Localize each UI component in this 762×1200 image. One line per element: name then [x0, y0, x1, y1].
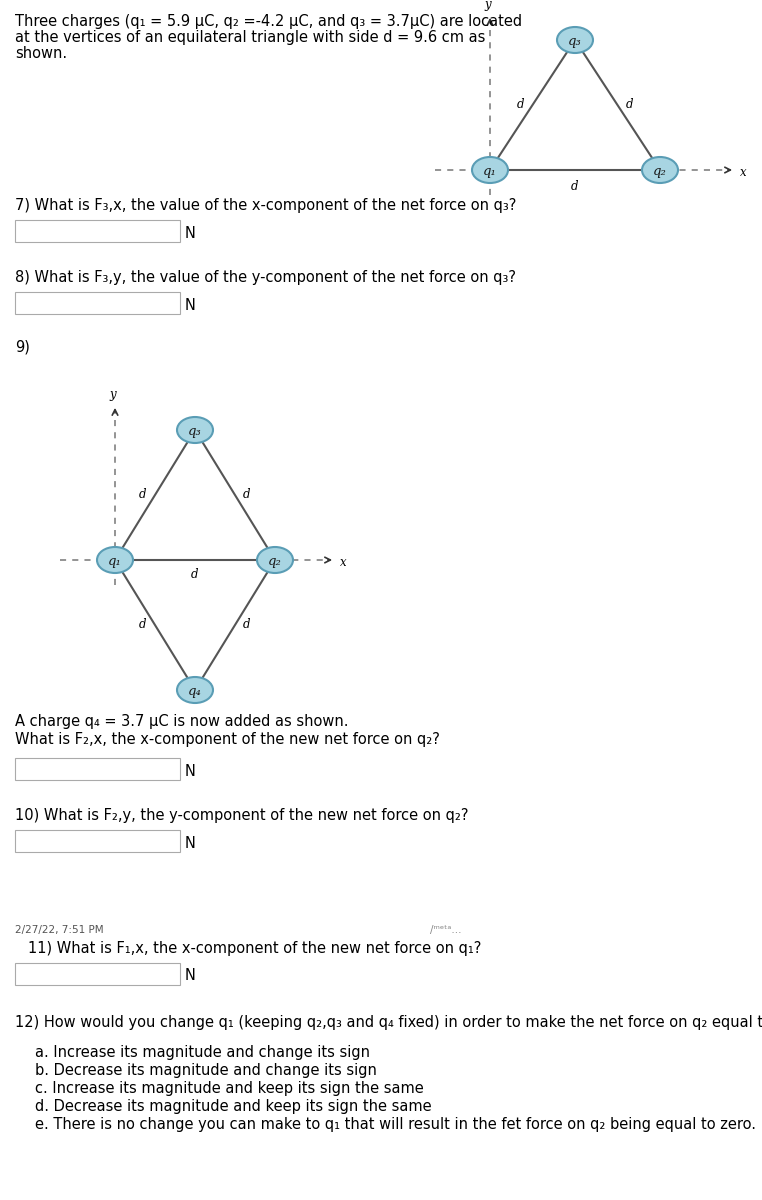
- Text: d: d: [626, 98, 633, 112]
- Text: d: d: [517, 98, 524, 112]
- Ellipse shape: [97, 547, 133, 572]
- FancyBboxPatch shape: [15, 220, 180, 242]
- Text: x: x: [340, 557, 347, 570]
- Text: d. Decrease its magnitude and keep its sign the same: d. Decrease its magnitude and keep its s…: [35, 1099, 431, 1114]
- Text: e. There is no change you can make to q₁ that will result in the fet force on q₂: e. There is no change you can make to q₁…: [35, 1117, 756, 1132]
- Text: y: y: [485, 0, 491, 11]
- Text: N: N: [185, 298, 196, 312]
- Text: q₂: q₂: [268, 554, 282, 568]
- Text: 11) What is F₁,x, the x-component of the new net force on q₁?: 11) What is F₁,x, the x-component of the…: [28, 941, 482, 956]
- Text: at the vertices of an equilateral triangle with side d = 9.6 cm as: at the vertices of an equilateral triang…: [15, 30, 485, 44]
- Text: 12) How would you change q₁ (keeping q₂,q₃ and q₄ fixed) in order to make the ne: 12) How would you change q₁ (keeping q₂,…: [15, 1015, 762, 1030]
- Text: 10) What is F₂,y, the y-component of the new net force on q₂?: 10) What is F₂,y, the y-component of the…: [15, 808, 469, 823]
- FancyBboxPatch shape: [15, 962, 180, 985]
- Text: q₁: q₁: [483, 164, 497, 178]
- Text: d: d: [191, 568, 199, 581]
- Text: shown.: shown.: [15, 46, 67, 61]
- Text: N: N: [185, 968, 196, 984]
- Text: d: d: [243, 488, 251, 502]
- Text: d: d: [243, 618, 251, 631]
- Text: 2/27/22, 7:51 PM: 2/27/22, 7:51 PM: [15, 925, 104, 935]
- Text: q₄: q₄: [188, 684, 202, 697]
- Ellipse shape: [642, 157, 678, 182]
- Text: N: N: [185, 835, 196, 851]
- Text: x: x: [740, 167, 747, 180]
- Ellipse shape: [257, 547, 293, 572]
- Text: /ᵐᵉᵗᵃ...: /ᵐᵉᵗᵃ...: [430, 925, 462, 935]
- Text: q₃: q₃: [188, 425, 202, 438]
- Ellipse shape: [177, 416, 213, 443]
- Text: What is F₂,x, the x-component of the new net force on q₂?: What is F₂,x, the x-component of the new…: [15, 732, 440, 746]
- Text: a. Increase its magnitude and change its sign: a. Increase its magnitude and change its…: [35, 1045, 370, 1060]
- Text: q₂: q₂: [653, 164, 667, 178]
- FancyBboxPatch shape: [15, 830, 180, 852]
- FancyBboxPatch shape: [15, 758, 180, 780]
- Text: b. Decrease its magnitude and change its sign: b. Decrease its magnitude and change its…: [35, 1063, 377, 1078]
- Text: A charge q₄ = 3.7 μC is now added as shown.: A charge q₄ = 3.7 μC is now added as sho…: [15, 714, 348, 728]
- Text: Three charges (q₁ = 5.9 μC, q₂ =-4.2 μC, and q₃ = 3.7μC) are located: Three charges (q₁ = 5.9 μC, q₂ =-4.2 μC,…: [15, 14, 522, 29]
- Text: q₃: q₃: [568, 35, 582, 48]
- Text: 8) What is F₃,y, the value of the y-component of the net force on q₃?: 8) What is F₃,y, the value of the y-comp…: [15, 270, 516, 284]
- Ellipse shape: [177, 677, 213, 703]
- Text: c. Increase its magnitude and keep its sign the same: c. Increase its magnitude and keep its s…: [35, 1081, 424, 1096]
- Text: N: N: [185, 763, 196, 779]
- Text: d: d: [572, 180, 579, 192]
- Text: 9): 9): [15, 340, 30, 355]
- Text: y: y: [110, 388, 117, 401]
- Ellipse shape: [557, 26, 593, 53]
- Text: q₁: q₁: [108, 554, 122, 568]
- Text: d: d: [139, 488, 147, 502]
- Text: d: d: [139, 618, 147, 631]
- FancyBboxPatch shape: [15, 292, 180, 314]
- Text: N: N: [185, 226, 196, 240]
- Ellipse shape: [472, 157, 508, 182]
- Text: 7) What is F₃,x, the value of the x-component of the net force on q₃?: 7) What is F₃,x, the value of the x-comp…: [15, 198, 517, 214]
